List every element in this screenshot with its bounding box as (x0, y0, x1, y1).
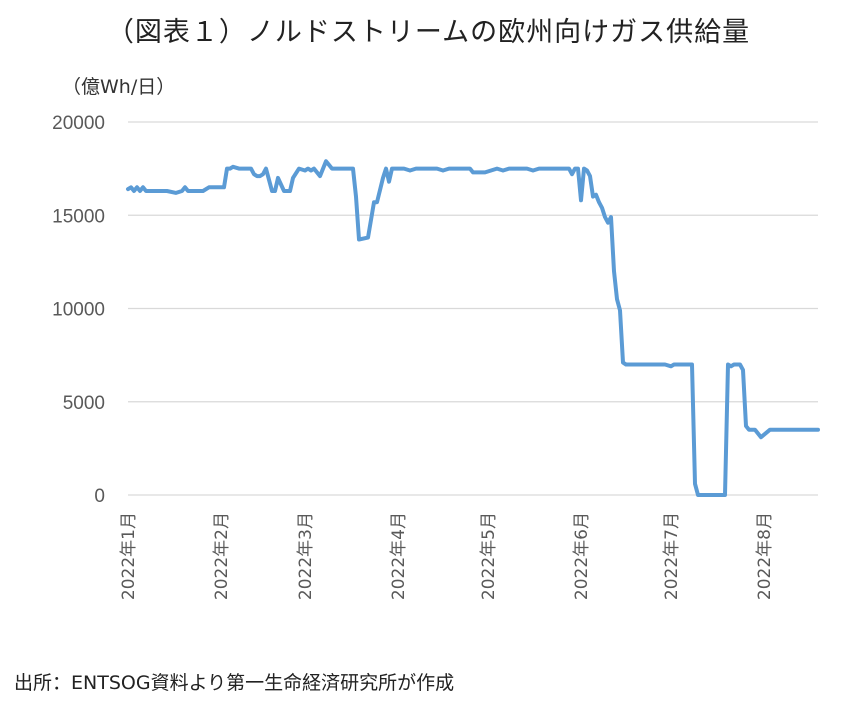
x-axis-ticks: 2022年1月 2022年2月 2022年3月 2022年4月 2022年5月 2022年… (119, 512, 775, 600)
x-tick-label: 2022年6月 (572, 512, 592, 600)
x-tick-label: 2022年7月 (662, 512, 682, 600)
x-tick-label: 2022年2月 (212, 512, 232, 600)
chart-title: （図表１）ノルドストリームの欧州向けガス供給量 (106, 17, 751, 48)
x-tick-label: 2022年4月 (389, 512, 409, 600)
y-tick-label: 10000 (52, 300, 105, 321)
supply-line-series (126, 159, 820, 497)
gridlines (128, 121, 818, 496)
source-note: 出所：ENTSOG資料より第一生命経済研究所が作成 (14, 672, 455, 694)
y-axis-ticks: 0 5000 10000 15000 20000 (52, 113, 105, 507)
y-tick-label: 0 (94, 486, 105, 507)
y-tick-label: 20000 (52, 113, 105, 134)
y-axis-unit-label: （億Wh/日） (62, 76, 176, 98)
x-tick-label: 2022年8月 (755, 512, 775, 600)
x-tick-label: 2022年5月 (479, 512, 499, 600)
x-tick-label: 2022年3月 (296, 512, 316, 600)
y-tick-label: 15000 (52, 206, 105, 227)
x-tick-label: 2022年1月 (119, 512, 139, 600)
y-tick-label: 5000 (63, 393, 105, 414)
